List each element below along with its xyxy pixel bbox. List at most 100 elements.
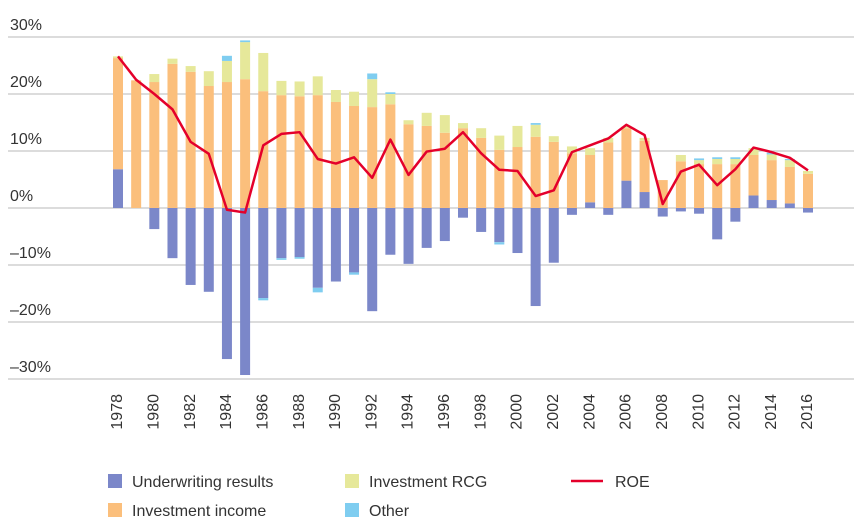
- bar-segment: [494, 208, 505, 243]
- x-tick-label: 1986: [254, 394, 271, 430]
- bar-segment: [694, 158, 705, 161]
- bar-segment: [476, 128, 487, 138]
- bar-segment: [712, 158, 723, 165]
- x-tick-label: 1990: [327, 394, 344, 430]
- bar-segment: [694, 160, 705, 165]
- bar-segment: [131, 80, 142, 208]
- bar-segment: [748, 148, 759, 155]
- bar-segment: [512, 147, 523, 208]
- bar-segment: [294, 208, 305, 258]
- bar-segment: [221, 55, 232, 61]
- bar-segment: [240, 40, 251, 43]
- bar-segment: [494, 149, 505, 208]
- bar-segment: [439, 115, 450, 133]
- x-tick-label: 2014: [763, 394, 780, 430]
- bar-segment: [240, 208, 251, 376]
- y-tick-label: –20%: [10, 302, 51, 319]
- bar-segment: [694, 164, 705, 208]
- bar-segment: [349, 272, 360, 275]
- bar-segment: [494, 242, 505, 245]
- bar-segment: [675, 208, 686, 212]
- bar-segment: [149, 74, 160, 83]
- bar-segment: [694, 208, 705, 214]
- bar-segment: [621, 126, 632, 129]
- bar-segment: [512, 208, 523, 254]
- bar-segment: [385, 208, 396, 255]
- bar-segment: [657, 208, 668, 217]
- bar-segment: [167, 58, 178, 64]
- bar-segment: [784, 203, 795, 208]
- bar-segment: [675, 161, 686, 208]
- bar-segment: [585, 202, 596, 208]
- y-tick-label: –30%: [10, 359, 51, 376]
- bar-segment: [712, 157, 723, 159]
- bar-segment: [603, 142, 614, 208]
- bar-segment: [367, 79, 378, 108]
- bar-segment: [530, 124, 541, 137]
- bar-segment: [566, 153, 577, 208]
- legend-swatch: [108, 474, 122, 488]
- bar-segment: [585, 154, 596, 203]
- bar-segment: [421, 208, 432, 248]
- y-tick-label: 20%: [10, 74, 42, 91]
- bar-segment: [730, 157, 741, 159]
- legend-label: Investment RCG: [369, 474, 487, 491]
- x-tick-label: 1980: [146, 394, 163, 430]
- bar-segment: [421, 125, 432, 208]
- bar-segment: [203, 71, 214, 87]
- bar-segment: [203, 208, 214, 292]
- bar-segment: [458, 123, 468, 129]
- x-tick-label: 1996: [436, 394, 453, 430]
- bar-segment: [294, 257, 305, 259]
- bar-segment: [240, 79, 251, 209]
- bar-segment: [603, 208, 614, 215]
- legend-swatch: [108, 503, 122, 517]
- y-tick-label: –10%: [10, 245, 51, 262]
- bar-segment: [439, 132, 450, 208]
- bar-segment: [803, 173, 813, 208]
- bar-segment: [330, 208, 341, 282]
- bar-segment: [149, 208, 160, 230]
- bar-segment: [167, 208, 178, 259]
- bar-segment: [312, 208, 323, 288]
- bar-segment: [221, 208, 232, 360]
- bar-segment: [258, 52, 269, 92]
- bar-segment: [421, 112, 432, 126]
- bar-segment: [276, 80, 287, 96]
- bar-segment: [458, 208, 468, 218]
- bar-segment: [548, 141, 559, 208]
- bar-segment: [312, 76, 323, 96]
- x-tick-label: 1998: [472, 394, 489, 430]
- x-tick-label: 2002: [545, 394, 562, 430]
- bar-segment: [113, 169, 123, 208]
- bar-segment: [621, 128, 632, 181]
- roe-line: [117, 55, 809, 214]
- bar-segment: [730, 208, 741, 222]
- bar-segment: [675, 154, 686, 162]
- bar-segment: [784, 166, 795, 204]
- bar-segment: [349, 208, 360, 273]
- bar-segment: [294, 81, 305, 97]
- bar-segment: [330, 90, 341, 102]
- x-tick-label: 1982: [182, 394, 199, 430]
- bar-segment: [403, 120, 414, 125]
- bar-segment: [167, 63, 178, 208]
- bar-segment: [566, 146, 577, 154]
- bar-segment: [748, 195, 759, 208]
- bar-segment: [512, 125, 523, 148]
- bar-segment: [330, 101, 341, 208]
- x-tick-label: 1988: [291, 394, 308, 430]
- bar-segment: [258, 208, 269, 299]
- bar-segment: [621, 180, 632, 208]
- x-tick-label: 2004: [581, 394, 598, 430]
- bar-segment: [548, 208, 559, 263]
- x-tick-label: 2012: [727, 394, 744, 430]
- legend-label: Other: [369, 503, 410, 520]
- x-tick-label: 2006: [618, 394, 635, 430]
- bar-segment: [221, 60, 232, 83]
- x-tick-label: 1994: [400, 394, 417, 430]
- bar-segment: [548, 136, 559, 142]
- legend-swatch: [345, 503, 359, 517]
- x-tick-label: 1984: [218, 394, 235, 430]
